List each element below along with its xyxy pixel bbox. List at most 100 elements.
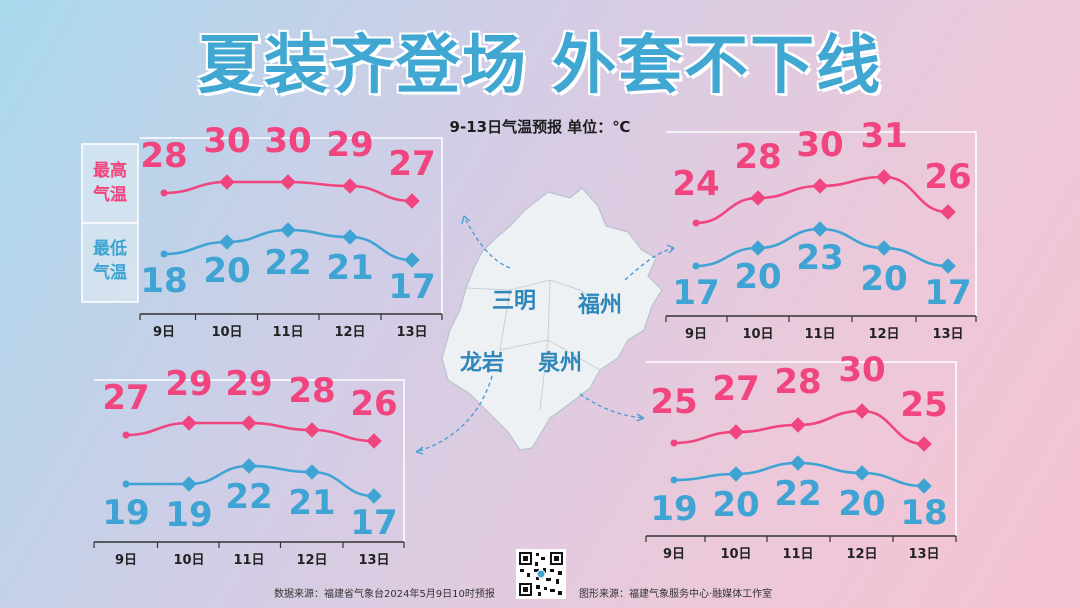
x-tick-label: 11日: [782, 547, 813, 562]
point-low: [342, 229, 358, 245]
data-label-high: 25: [650, 382, 697, 422]
point-low: [940, 258, 956, 274]
point-high: [280, 174, 296, 190]
point-high: [304, 422, 320, 438]
data-label-high: 30: [838, 350, 885, 390]
legend-high-line1: 最高: [93, 160, 127, 181]
data-label-high: 30: [203, 121, 250, 161]
page-title: 夏装齐登场 外套不下线: [197, 29, 883, 103]
point-low: [122, 480, 130, 488]
x-tick-label: 12日: [334, 325, 365, 340]
arrow-to-quanzhou: [579, 393, 645, 419]
data-label-low: 17: [350, 503, 397, 543]
panel-frame: [666, 131, 977, 316]
point-high: [241, 415, 257, 431]
point-low: [160, 250, 168, 258]
x-tick-label: 13日: [358, 553, 389, 568]
x-tick-label: 10日: [211, 325, 242, 340]
data-label-low: 21: [326, 248, 373, 288]
fujian-map: 三明 福州 龙岩 泉州: [415, 187, 675, 455]
data-label-low: 19: [102, 493, 149, 533]
point-high: [160, 189, 168, 197]
data-label-low: 20: [712, 485, 759, 525]
x-tick-label: 11日: [272, 325, 303, 340]
point-low: [854, 465, 870, 481]
arrow-to-sanming: [463, 215, 511, 269]
data-label-high: 28: [774, 362, 821, 402]
point-low: [692, 262, 700, 270]
city-label-longyan: 龙岩: [460, 351, 504, 376]
chart-subtitle: 9-13日气温预报 单位：℃: [449, 118, 631, 136]
chart-panel-longyan: 9日 10日 11日 12日 13日 27 29 29 28 26 19 19 22 21 17: [93, 364, 405, 568]
chart-panel-fuzhou: 9日 10日 11日 12日 13日 24 28 30 31 26 17 20 23 20 17: [665, 116, 977, 342]
point-low: [728, 466, 744, 482]
data-label-low: 19: [650, 489, 697, 529]
data-label-high: 28: [288, 371, 335, 411]
legend-low-line1: 最低: [93, 238, 127, 259]
x-tick-label: 13日: [908, 547, 939, 562]
arrow-to-longyan: [415, 375, 493, 453]
point-high: [342, 178, 358, 194]
data-label-high: 29: [165, 364, 212, 404]
data-label-low: 18: [900, 493, 947, 533]
point-low: [181, 476, 197, 492]
city-label-quanzhou: 泉州: [538, 350, 582, 376]
panel-frame: [94, 379, 405, 542]
data-label-low: 23: [796, 238, 843, 278]
data-label-low: 21: [288, 483, 335, 523]
data-label-low: 20: [838, 484, 885, 524]
chart-panel-sanming: 9日 10日 11日 12日 13日 28 30 30 29 27 18 20 22 21 17: [139, 121, 443, 340]
data-label-low: 22: [225, 477, 272, 517]
point-high: [219, 174, 235, 190]
data-label-high: 27: [388, 144, 435, 184]
footer-graphic-source: 图形来源：福建气象服务中心·融媒体工作室: [579, 589, 773, 600]
x-tick-label: 11日: [804, 327, 835, 342]
point-high: [940, 204, 956, 220]
city-label-fuzhou: 福州: [577, 293, 622, 318]
data-label-high: 30: [796, 125, 843, 165]
data-label-high: 29: [326, 125, 373, 165]
data-label-low: 20: [860, 259, 907, 299]
x-tick-label: 9日: [663, 547, 685, 562]
data-label-low: 20: [734, 257, 781, 297]
data-label-low: 22: [264, 243, 311, 283]
x-tick-label: 13日: [932, 327, 963, 342]
point-low: [366, 488, 382, 504]
point-low: [670, 476, 678, 484]
x-tick-label: 12日: [296, 553, 327, 568]
point-low: [404, 252, 420, 268]
x-tick-label: 9日: [685, 327, 707, 342]
point-high: [790, 417, 806, 433]
point-high: [692, 219, 700, 227]
data-label-high: 28: [140, 136, 187, 176]
data-label-high: 27: [712, 369, 759, 409]
data-label-high: 26: [924, 157, 971, 197]
legend-high-line2: 气温: [92, 184, 127, 205]
point-high: [876, 169, 892, 185]
data-label-high: 25: [900, 385, 947, 425]
point-low: [219, 234, 235, 250]
point-low: [790, 455, 806, 471]
legend-low-line2: 气温: [92, 262, 127, 283]
data-label-high: 30: [264, 121, 311, 161]
point-low: [241, 458, 257, 474]
x-tick-label: 12日: [846, 547, 877, 562]
x-tick-label: 10日: [742, 327, 773, 342]
point-high: [916, 436, 932, 452]
qr-code: [516, 549, 566, 599]
city-label-sanming: 三明: [492, 289, 536, 314]
chart-panel-quanzhou: 9日 10日 11日 12日 13日 25 27 28 30 25 19 20 22 20 18: [645, 350, 957, 562]
point-high: [181, 415, 197, 431]
data-label-high: 29: [225, 364, 272, 404]
panel-frame: [140, 137, 443, 314]
data-label-high: 28: [734, 137, 781, 177]
x-tick-label: 10日: [720, 547, 751, 562]
x-tick-label: 10日: [173, 553, 204, 568]
x-tick-label: 12日: [868, 327, 899, 342]
data-label-low: 18: [140, 261, 187, 301]
data-label-low: 22: [774, 474, 821, 514]
panel-frame: [646, 361, 957, 536]
x-tick-label: 9日: [153, 325, 175, 340]
data-label-low: 17: [672, 273, 719, 313]
point-high: [122, 431, 130, 439]
